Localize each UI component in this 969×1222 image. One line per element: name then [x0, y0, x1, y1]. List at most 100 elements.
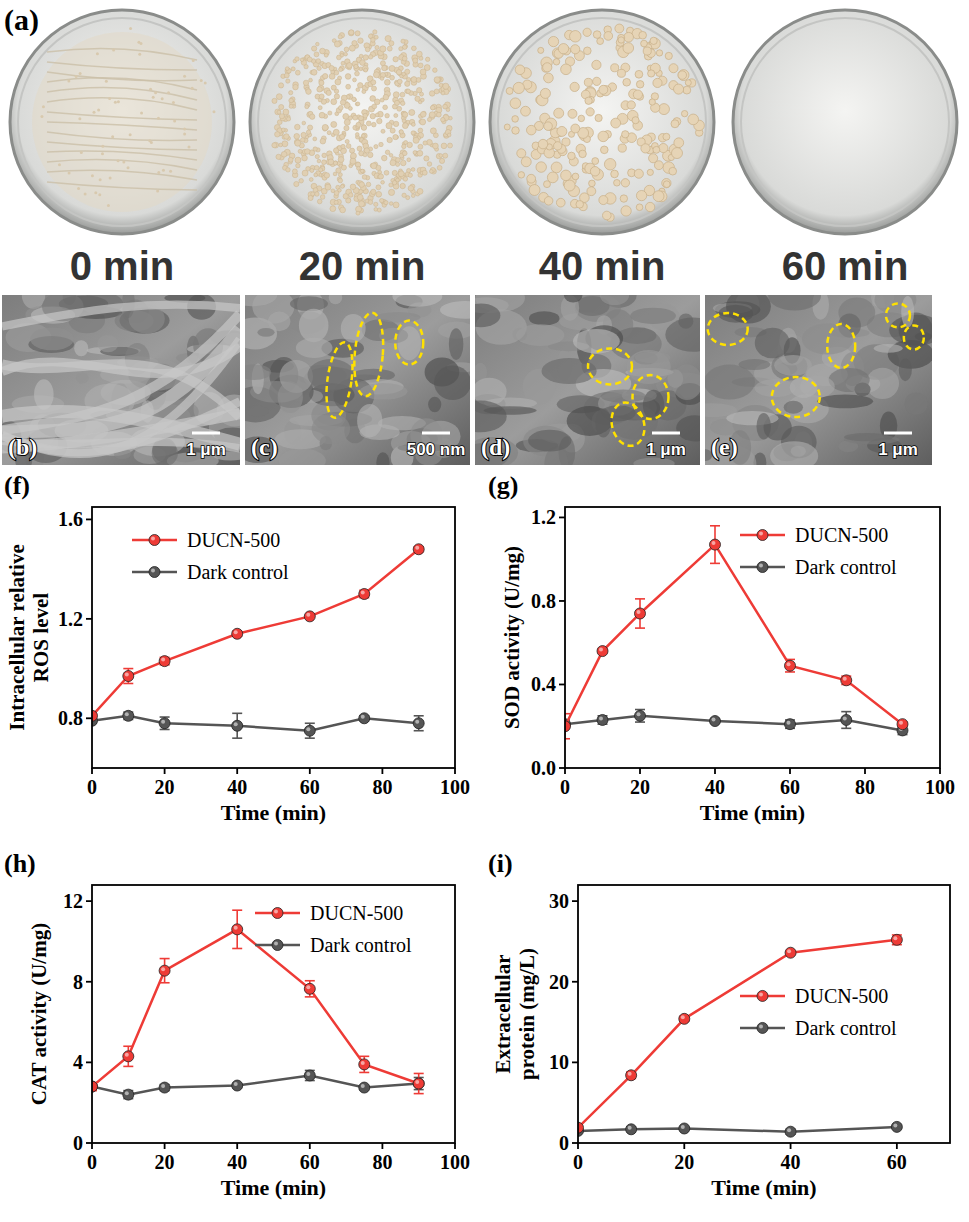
x-tick — [864, 768, 866, 774]
marker-highlight — [306, 1072, 310, 1076]
colony — [129, 133, 132, 136]
colony — [390, 128, 395, 133]
colony — [380, 61, 385, 66]
colony — [639, 31, 647, 39]
marker-highlight — [415, 1080, 419, 1084]
error-cap — [635, 627, 645, 629]
colony — [359, 54, 363, 58]
streak — [47, 132, 197, 140]
legend-marker — [272, 908, 283, 919]
colony — [653, 146, 660, 153]
colony — [372, 122, 377, 127]
colony — [329, 66, 334, 71]
sem-texture — [440, 301, 470, 319]
colony — [288, 157, 293, 162]
colony — [527, 174, 536, 183]
colony — [317, 199, 322, 204]
colony — [139, 42, 142, 45]
series-line — [578, 940, 897, 1128]
colony — [323, 74, 328, 79]
sem-texture — [817, 394, 873, 408]
data-point — [359, 713, 370, 724]
colony — [623, 43, 634, 54]
colony — [316, 42, 320, 46]
x-tick — [789, 768, 791, 774]
colony — [389, 65, 395, 71]
data-point — [123, 710, 134, 721]
colony — [333, 129, 339, 135]
colony — [556, 198, 565, 207]
colony — [557, 126, 567, 136]
colony — [273, 142, 279, 148]
colony — [331, 99, 337, 105]
colony — [345, 139, 349, 143]
y-axis-title-line: SOD activity (U/mg) — [500, 546, 524, 729]
colony — [370, 113, 375, 118]
colony — [598, 131, 609, 142]
panel-label: (g) — [488, 471, 518, 500]
petri-dish — [733, 10, 957, 234]
colony — [544, 197, 552, 205]
colony — [325, 184, 331, 190]
colony — [42, 105, 45, 108]
colony — [204, 81, 207, 84]
marker-highlight — [681, 1015, 685, 1019]
colony — [611, 64, 619, 72]
colony — [685, 80, 691, 86]
colony — [283, 109, 289, 115]
colony — [311, 69, 317, 75]
error-cap — [710, 525, 720, 527]
colony — [374, 145, 378, 149]
data-point — [413, 718, 424, 729]
colony — [388, 189, 394, 195]
colony — [162, 169, 165, 172]
dish — [250, 10, 474, 234]
colony — [384, 79, 390, 85]
colony — [674, 138, 684, 148]
colony — [538, 139, 548, 149]
sem-texture — [676, 415, 700, 441]
sem-texture — [529, 311, 559, 325]
y-axis-title-line: ROS level — [29, 593, 53, 682]
marker-highlight — [893, 936, 897, 940]
colony — [584, 78, 592, 86]
cell-highlight — [708, 313, 748, 345]
colony — [305, 105, 309, 109]
series-line — [92, 1075, 419, 1094]
colony — [156, 189, 159, 192]
colony — [585, 97, 592, 104]
colony — [356, 102, 360, 106]
sem-texture — [874, 344, 903, 353]
streak — [47, 48, 197, 60]
error-cap — [414, 730, 424, 732]
colony — [318, 106, 322, 110]
x-tick-label: 40 — [227, 776, 247, 798]
colony — [621, 206, 631, 216]
error-bar — [710, 526, 720, 564]
colony — [212, 110, 215, 113]
colony — [437, 165, 442, 170]
y-axis-title-line: CAT activity (U/mg) — [27, 923, 51, 1105]
colony — [402, 144, 407, 149]
colony — [390, 75, 395, 80]
colony — [368, 200, 373, 205]
colony — [344, 125, 349, 130]
data-point — [785, 719, 796, 730]
error-bar — [305, 1070, 315, 1080]
sem-texture — [475, 304, 500, 328]
marker-highlight — [787, 1128, 791, 1132]
colony — [618, 37, 624, 43]
colony — [636, 81, 644, 89]
colony — [571, 124, 580, 133]
y-tick — [559, 684, 565, 686]
y-tick-label: 0.4 — [531, 673, 556, 695]
panel-label: (e) — [711, 434, 738, 460]
sem-texture — [774, 355, 812, 376]
colony — [338, 35, 342, 39]
colony — [350, 158, 356, 164]
y-tick-label: 20 — [549, 971, 569, 993]
colony — [529, 185, 540, 196]
colony — [393, 135, 398, 140]
colony — [339, 134, 344, 139]
colony — [302, 170, 308, 176]
